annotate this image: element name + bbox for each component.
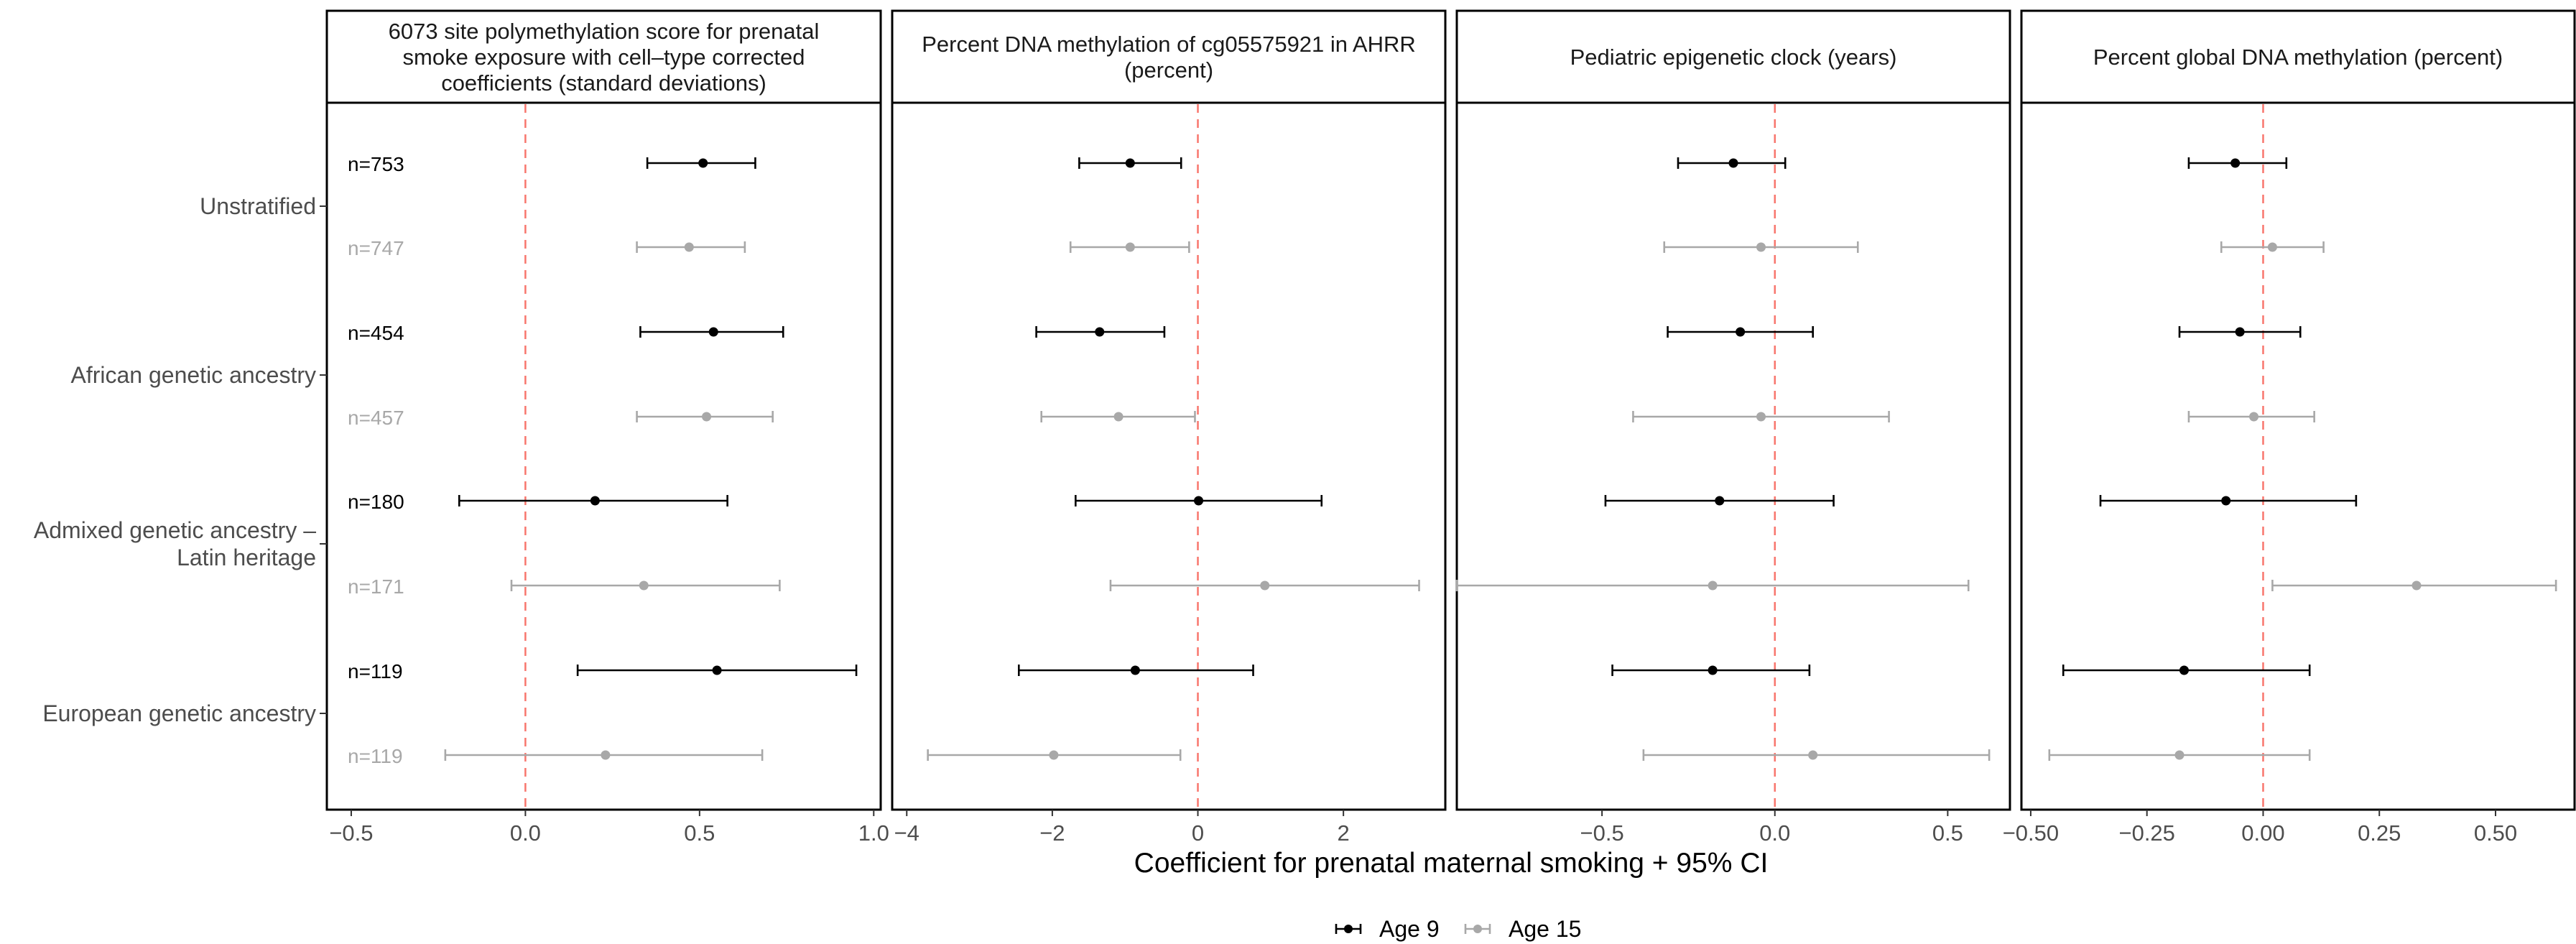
point-estimate-age9 (1194, 496, 1204, 506)
legend-key-point (1344, 925, 1353, 933)
x-tick-label: −0.5 (329, 820, 373, 846)
x-tick-label: −4 (894, 820, 919, 846)
point-estimate-age9 (2235, 327, 2245, 337)
panel-2: Percent DNA methylation of cg05575921 in… (891, 9, 1447, 846)
x-tick-label: 0.5 (1932, 820, 1963, 846)
row-label: Unstratified (200, 193, 316, 219)
n-label-age15: n=119 (348, 745, 403, 767)
point-estimate-age9 (1708, 665, 1718, 675)
n-label-age9: n=180 (348, 491, 404, 513)
legend: Age 9 Age 15 (1335, 916, 1581, 942)
point-estimate-age15 (1260, 580, 1270, 591)
n-label-age9: n=753 (348, 153, 404, 175)
panel-strip (2020, 9, 2576, 104)
x-tick-label: 0.50 (2474, 820, 2517, 846)
panel-strip (1455, 9, 2011, 104)
legend-item-2: Age 15 (1464, 916, 1581, 942)
x-tick-label: 0.5 (684, 820, 715, 846)
panel-1: 6073 site polymethylation score for pren… (325, 9, 889, 846)
point-estimate-age15 (1808, 750, 1818, 760)
row-label: Admixed genetic ancestry – Latin heritage (34, 517, 316, 570)
panel-4: Percent global DNA methylation (percent)… (2003, 9, 2576, 846)
row-labels: Unstratified African genetic ancestry Admi… (34, 193, 327, 726)
x-tick-label: 0.00 (2241, 820, 2284, 846)
x-tick-label: −0.25 (2118, 820, 2174, 846)
legend-item-1: Age 9 (1335, 916, 1440, 942)
x-tick-label: 1.0 (858, 820, 889, 846)
x-tick-label: −2 (1039, 820, 1065, 846)
panels: 6073 site polymethylation score for pren… (325, 9, 2576, 846)
point-estimate-age15 (1756, 412, 1766, 422)
panel-title: Percent DNA methylation of cg05575921 in… (922, 32, 1416, 83)
point-estimate-age15 (2249, 412, 2259, 422)
point-estimate-age9 (1715, 496, 1725, 506)
point-estimate-age9 (1125, 158, 1135, 168)
x-axis-label: Coefficient for prenatal maternal smokin… (1134, 848, 1769, 879)
x-tick-label: 0 (1192, 820, 1204, 846)
point-estimate-age9 (2179, 665, 2189, 675)
point-estimate-age15 (1708, 580, 1718, 591)
legend-label: Age 15 (1509, 916, 1581, 942)
point-estimate-age9 (1130, 665, 1140, 675)
x-tick-label: 0.25 (2358, 820, 2401, 846)
point-estimate-age9 (712, 665, 722, 675)
point-estimate-age9 (2230, 158, 2241, 168)
point-estimate-age9 (590, 496, 600, 506)
panel-border (2020, 101, 2576, 811)
point-estimate-age15 (601, 750, 611, 760)
panel-title: 6073 site polymethylation score for pren… (389, 19, 820, 96)
n-label-age9: n=454 (348, 322, 404, 344)
row-label: African genetic ancestry (71, 362, 317, 388)
panel-border (891, 101, 1447, 811)
legend-label: Age 9 (1379, 916, 1440, 942)
point-estimate-age15 (684, 242, 694, 252)
point-estimate-age9 (1728, 158, 1738, 168)
legend-key-point (1473, 925, 1482, 933)
panel-3: Pediatric epigenetic clock (years) −0.5 0.… (1455, 9, 2011, 846)
point-estimate-age15 (1049, 750, 1059, 760)
point-estimate-age9 (708, 327, 718, 337)
panel-title: Percent global DNA methylation (percent) (2093, 45, 2503, 70)
point-estimate-age9 (1736, 327, 1746, 337)
point-estimate-age15 (702, 412, 712, 422)
x-tick-label: 2 (1338, 820, 1350, 846)
row-label: European genetic ancestry (42, 700, 316, 726)
point-estimate-age15 (1113, 412, 1123, 422)
point-estimate-age9 (698, 158, 708, 168)
panel-border (325, 101, 882, 811)
point-estimate-age9 (2221, 496, 2231, 506)
point-estimate-age15 (2267, 242, 2277, 252)
point-estimate-age9 (1095, 327, 1105, 337)
point-estimate-age15 (2411, 580, 2422, 591)
point-estimate-age15 (1125, 242, 1135, 252)
x-tick-label: 0.0 (510, 820, 541, 846)
n-label-age15: n=747 (348, 237, 404, 259)
panel-title: Pediatric epigenetic clock (years) (1570, 45, 1897, 70)
x-tick-label: −0.5 (1580, 820, 1624, 846)
point-estimate-age15 (639, 580, 649, 591)
n-label-age15: n=171 (348, 575, 404, 598)
x-tick-label: 0.0 (1759, 820, 1790, 846)
n-label-age15: n=457 (348, 407, 404, 429)
panel-strip (891, 9, 1447, 104)
n-label-age9: n=119 (348, 660, 403, 682)
point-estimate-age15 (1756, 242, 1766, 252)
panel-strip (325, 9, 882, 104)
panel-border (1455, 101, 2011, 811)
point-estimate-age15 (2174, 750, 2184, 760)
x-tick-label: −0.50 (2003, 820, 2059, 846)
